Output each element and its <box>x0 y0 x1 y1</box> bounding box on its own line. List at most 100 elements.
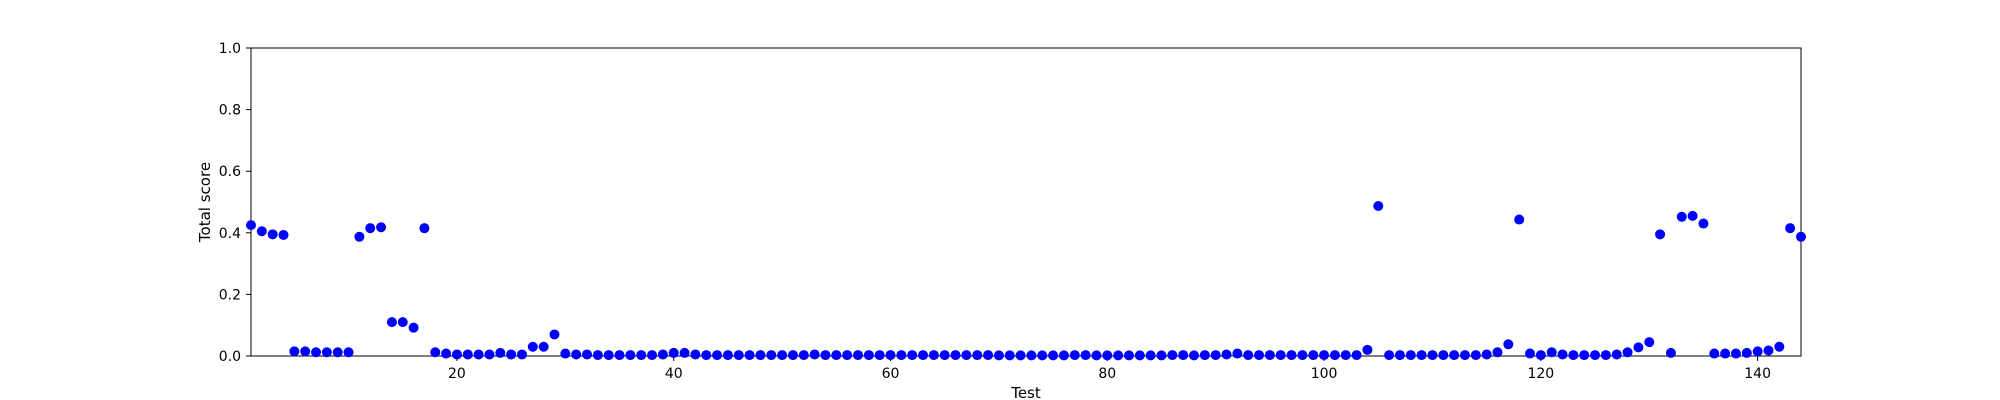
data-point <box>918 350 929 361</box>
data-point <box>625 350 636 361</box>
data-point <box>1546 347 1557 358</box>
data-point <box>419 223 430 234</box>
data-point <box>1590 350 1601 361</box>
data-point <box>1167 350 1178 361</box>
data-point <box>1275 350 1286 361</box>
data-points <box>246 201 1806 361</box>
y-tick-label: 0.6 <box>219 164 241 180</box>
data-point <box>1210 350 1221 361</box>
data-point <box>1730 348 1741 359</box>
data-point <box>1329 350 1340 361</box>
data-point <box>1134 350 1145 361</box>
x-axis-label: Test <box>1010 384 1041 400</box>
data-point <box>1600 350 1611 361</box>
data-point <box>451 349 462 360</box>
data-point <box>376 222 387 233</box>
data-point <box>896 350 907 361</box>
data-point <box>1048 350 1059 361</box>
y-tick-label: 0.0 <box>219 349 241 365</box>
data-point <box>636 350 647 361</box>
data-point <box>549 329 560 340</box>
data-point <box>809 349 820 360</box>
data-point <box>1286 350 1297 361</box>
data-point <box>582 349 593 360</box>
data-point <box>950 350 961 361</box>
plot-frame <box>250 47 1802 357</box>
y-axis: 0.0 0.2 0.4 0.6 0.8 1.0 <box>219 41 251 365</box>
data-point <box>679 347 690 358</box>
data-point <box>300 346 311 357</box>
data-point <box>1405 350 1416 361</box>
data-point <box>831 350 842 361</box>
data-point <box>1503 339 1514 350</box>
data-point <box>1438 350 1449 361</box>
data-point <box>712 350 723 361</box>
x-tick-label: 40 <box>665 366 683 382</box>
data-point <box>397 317 408 328</box>
data-point <box>267 229 278 240</box>
data-point <box>592 350 603 361</box>
data-point <box>1459 350 1470 361</box>
data-point <box>1492 347 1503 358</box>
data-point <box>1123 350 1134 361</box>
data-point <box>1763 345 1774 356</box>
data-point <box>885 350 896 361</box>
data-point <box>863 350 874 361</box>
data-point <box>1774 341 1785 352</box>
data-point <box>1622 347 1633 358</box>
data-point <box>1069 350 1080 361</box>
data-point <box>1676 211 1687 222</box>
data-point <box>1416 350 1427 361</box>
data-point <box>787 350 798 361</box>
data-point <box>1080 350 1091 361</box>
data-point <box>256 226 267 237</box>
data-point <box>1449 350 1460 361</box>
data-point <box>1557 349 1568 360</box>
data-point <box>311 347 322 358</box>
data-point <box>1221 349 1232 360</box>
x-tick-label: 120 <box>1527 366 1554 382</box>
data-point <box>614 350 625 361</box>
data-point <box>365 223 376 234</box>
data-point <box>441 348 452 359</box>
data-point <box>1394 350 1405 361</box>
data-point <box>527 341 538 352</box>
data-point <box>1178 350 1189 361</box>
x-tick-label: 20 <box>448 366 466 382</box>
data-point <box>1698 218 1709 229</box>
data-point <box>408 322 419 333</box>
data-point <box>907 350 918 361</box>
data-point <box>1058 350 1069 361</box>
data-point <box>1752 346 1763 357</box>
data-point <box>278 229 289 240</box>
data-point <box>766 350 777 361</box>
data-point <box>484 349 495 360</box>
data-point <box>386 317 397 328</box>
data-point <box>1384 350 1395 361</box>
data-point <box>332 347 343 358</box>
data-point <box>852 350 863 361</box>
x-tick-label: 60 <box>882 366 900 382</box>
x-tick-label: 140 <box>1744 366 1771 382</box>
data-point <box>430 347 441 358</box>
data-point <box>961 350 972 361</box>
data-point <box>495 347 506 358</box>
data-point <box>798 350 809 361</box>
plot-area <box>250 47 1802 357</box>
data-point <box>1579 350 1590 361</box>
data-point <box>755 350 766 361</box>
y-axis-label: Total score <box>196 162 214 243</box>
data-point <box>1340 350 1351 361</box>
y-tick-label: 1.0 <box>219 41 241 57</box>
data-point <box>744 350 755 361</box>
data-point <box>321 347 332 358</box>
data-point <box>1525 348 1536 359</box>
data-point <box>1091 350 1102 361</box>
data-point <box>657 349 668 360</box>
data-point <box>1709 348 1720 359</box>
data-point <box>1655 229 1666 240</box>
data-point <box>701 350 712 361</box>
data-point <box>842 350 853 361</box>
data-point <box>1514 214 1525 225</box>
data-point <box>1199 350 1210 361</box>
